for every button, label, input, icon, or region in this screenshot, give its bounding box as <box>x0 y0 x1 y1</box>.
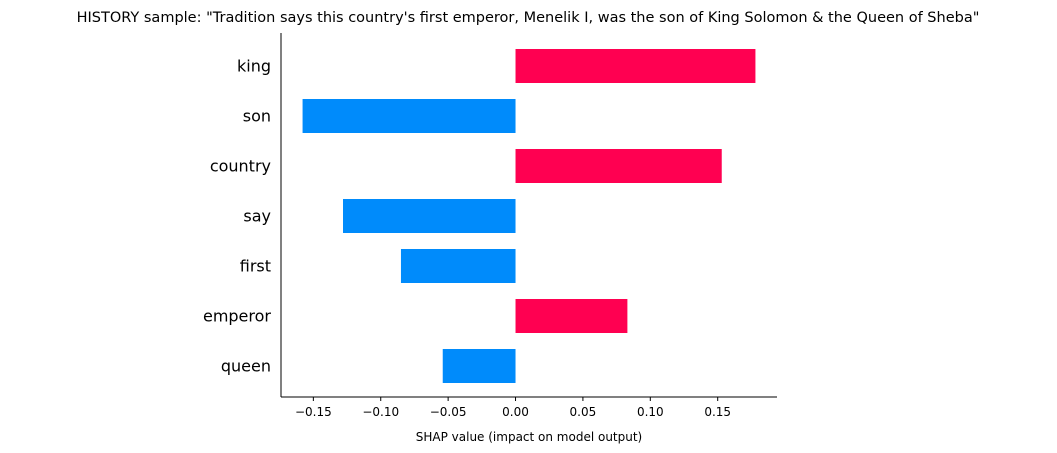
x-tick-label: 0.10 <box>637 405 664 419</box>
x-tick-label: 0.05 <box>570 405 597 419</box>
y-ticks-group: king son country say first emperor queen <box>203 57 271 376</box>
y-tick-label-king: king <box>237 57 271 76</box>
x-tick-label: −0.10 <box>362 405 399 419</box>
bar-queen <box>442 349 516 383</box>
bar-first <box>400 249 516 283</box>
x-axis-label: SHAP value (impact on model output) <box>416 430 643 444</box>
axes-group <box>280 33 777 398</box>
bar-son <box>302 99 516 133</box>
y-tick-label-say: say <box>243 207 271 226</box>
x-tick-label: −0.05 <box>430 405 467 419</box>
bar-say <box>343 199 516 233</box>
x-ticks-group: −0.15 −0.10 −0.05 0.00 0.05 0.10 0.15 <box>295 397 731 419</box>
y-tick-label-son: son <box>243 107 271 126</box>
bar-emperor <box>515 299 628 333</box>
x-tick-label: 0.00 <box>502 405 529 419</box>
bars-group <box>302 49 756 383</box>
y-tick-label-country: country <box>210 157 271 176</box>
y-tick-label-queen: queen <box>221 357 271 376</box>
y-tick-label-first: first <box>240 257 271 276</box>
x-tick-label: −0.15 <box>295 405 332 419</box>
chart-title: HISTORY sample: "Tradition says this cou… <box>77 10 980 26</box>
bar-king <box>515 49 756 83</box>
bar-country <box>515 149 722 183</box>
y-tick-label-emperor: emperor <box>203 307 271 326</box>
x-tick-label: 0.15 <box>704 405 731 419</box>
